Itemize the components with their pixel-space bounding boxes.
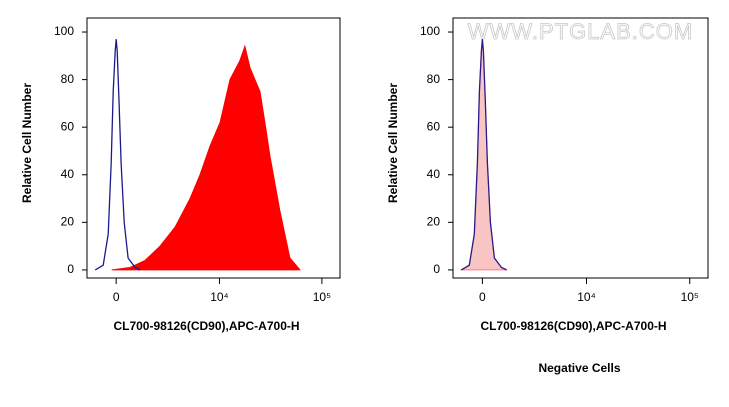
y-tick-label: 20	[61, 215, 75, 229]
caption: Negative Cells	[538, 361, 620, 375]
y-tick-label: 60	[61, 119, 75, 133]
y-tick-label: 40	[427, 167, 441, 181]
y-axis-label: Relative Cell Number	[20, 83, 34, 203]
x-tick-label: 10⁴	[577, 290, 596, 304]
x-tick-label: 10⁵	[313, 290, 331, 304]
x-tick-label: 0	[113, 290, 120, 304]
y-tick-label: 60	[427, 119, 441, 133]
histogram-area	[111, 44, 301, 271]
plot-frame	[86, 17, 341, 279]
y-tick-label: 0	[433, 262, 440, 276]
x-tick-label: 10⁵	[681, 290, 699, 304]
y-tick-label: 0	[67, 262, 74, 276]
x-tick-label: 10⁴	[210, 290, 229, 304]
y-tick-label: 100	[420, 24, 440, 38]
y-tick-label: 80	[427, 72, 441, 86]
y-tick-label: 80	[61, 72, 75, 86]
histogram-line	[460, 39, 507, 271]
x-tick-label: 0	[479, 290, 486, 304]
y-axis-label: Relative Cell Number	[386, 83, 400, 203]
x-axis-label: CL700-98126(CD90),APC-A700-H	[480, 319, 666, 333]
plot-frame	[452, 17, 709, 279]
y-tick-label: 100	[54, 24, 74, 38]
y-tick-label: 20	[427, 215, 441, 229]
y-tick-label: 40	[61, 167, 75, 181]
histogram-line	[94, 39, 141, 271]
x-axis-label: CL700-98126(CD90),APC-A700-H	[113, 319, 299, 333]
watermark: WWW.PTGLAB.COM	[468, 19, 693, 44]
